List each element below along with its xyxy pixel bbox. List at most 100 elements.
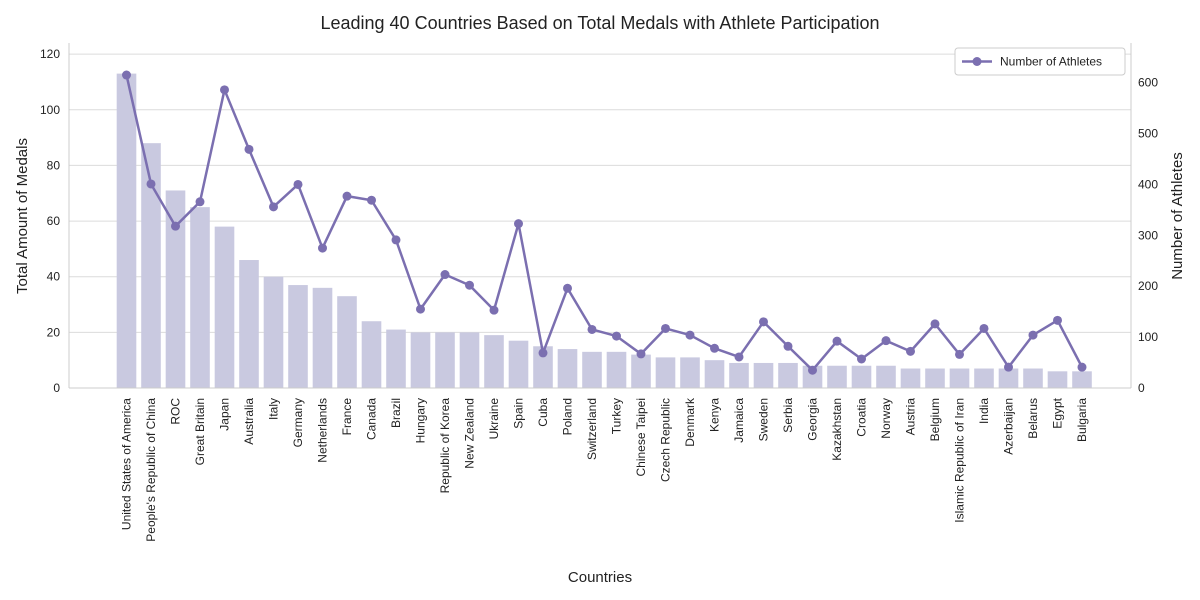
athletes-point [759, 317, 768, 327]
bar [900, 368, 921, 388]
x-tick-label: United States of America [120, 398, 134, 530]
x-tick-label: Jamaica [732, 398, 746, 443]
bar [680, 357, 700, 388]
y-tick-label: 40 [47, 270, 61, 284]
y2-tick-label: 400 [1138, 177, 1158, 191]
bar [925, 368, 945, 388]
bar [459, 332, 480, 388]
bars-layer [116, 73, 1092, 389]
x-tick-label: Germany [291, 398, 305, 447]
bar [386, 329, 406, 388]
athletes-point [832, 336, 842, 346]
y2-tick-label: 300 [1138, 228, 1158, 242]
athletes-point [342, 191, 352, 201]
x-tick-label: Kazakhstan [830, 398, 844, 461]
x-tick-label: Kenya [708, 398, 722, 432]
athletes-point [710, 343, 719, 353]
athletes-point [367, 195, 376, 205]
athletes-point [1077, 362, 1087, 372]
athletes-point [979, 323, 989, 333]
bar [190, 207, 210, 388]
athletes-point [563, 283, 572, 293]
bar [998, 368, 1019, 388]
bar [827, 365, 847, 388]
y-axis-label: Total Amount of Medals [14, 138, 31, 294]
athletes-point [122, 70, 131, 80]
y-ticks-layer: 0 20 40 60 80 100 120 [40, 47, 60, 395]
athletes-point [857, 354, 866, 364]
bar [239, 260, 259, 388]
y2-ticks-layer: 0 100 200 300 400 500 600 [1138, 76, 1158, 395]
athletes-point [269, 202, 278, 212]
x-tick-label: Egypt [1051, 397, 1065, 428]
line-layer [122, 70, 1087, 375]
athletes-point [489, 305, 499, 315]
bar [557, 349, 578, 388]
athletes-point [391, 235, 401, 245]
athletes-point [514, 219, 523, 229]
x-tick-label: Hungary [414, 398, 428, 443]
bar [974, 368, 994, 388]
x-tick-label: Brazil [389, 398, 403, 428]
legend-label: Number of Athletes [1000, 55, 1102, 69]
athletes-point [587, 324, 597, 334]
x-tick-label: Switzerland [585, 398, 599, 460]
athletes-point [930, 319, 940, 329]
x-tick-label: ROC [169, 398, 183, 425]
athletes-point [1028, 330, 1038, 340]
athletes-point [465, 280, 474, 290]
bar [263, 276, 284, 388]
chart-title: Leading 40 Countries Based on Total Meda… [320, 13, 879, 33]
bar [778, 362, 798, 388]
bar [704, 360, 725, 388]
bar [361, 321, 382, 388]
bar [1047, 371, 1068, 388]
x-tick-label: Norway [879, 398, 893, 439]
bar [508, 340, 529, 388]
bar [484, 335, 504, 388]
bar [165, 190, 186, 388]
x-tick-label: France [340, 398, 354, 436]
athletes-point [783, 341, 793, 351]
bar [606, 351, 627, 388]
athletes-point [612, 331, 621, 341]
x-tick-label: Czech Republic [659, 398, 673, 482]
x-tick-label: Cuba [536, 398, 550, 427]
legend-box [954, 47, 1126, 76]
athletes-point [146, 179, 156, 189]
y2-tick-label: 500 [1138, 127, 1158, 141]
bar [214, 226, 235, 388]
bar [582, 351, 602, 388]
x-tick-label: People's Republic of China [144, 398, 158, 542]
bar [802, 365, 823, 388]
y-tick-label: 120 [40, 47, 60, 61]
x-tick-label: Sweden [757, 398, 771, 441]
bar [288, 285, 308, 388]
athletes-point [808, 365, 817, 375]
legend: Number of Athletes [954, 47, 1126, 76]
athletes-point [1053, 315, 1062, 325]
athletes-point [685, 330, 695, 340]
athletes-point [734, 352, 744, 362]
x-tick-label: Denmark [683, 397, 697, 447]
x-tick-label: Georgia [806, 398, 820, 441]
athletes-point [195, 197, 205, 207]
frame-layer [68, 43, 1132, 389]
x-tick-label: Azerbaijan [1002, 398, 1016, 455]
x-tick-label: Austria [904, 398, 918, 436]
athletes-point [293, 179, 303, 189]
x-tick-label: Republic of Korea [438, 398, 452, 494]
bar [435, 332, 455, 388]
x-tick-label: Chinese Taipei [634, 398, 648, 477]
y-tick-label: 80 [47, 158, 61, 172]
athletes-point [244, 144, 254, 154]
x-tick-label: Italy [267, 398, 281, 420]
y-tick-label: 100 [40, 103, 60, 117]
x-tick-label: Poland [561, 398, 575, 435]
athletes-line [125, 74, 1084, 372]
bar [876, 365, 896, 388]
x-tick-label: Canada [365, 398, 379, 440]
athletes-point [318, 243, 327, 253]
